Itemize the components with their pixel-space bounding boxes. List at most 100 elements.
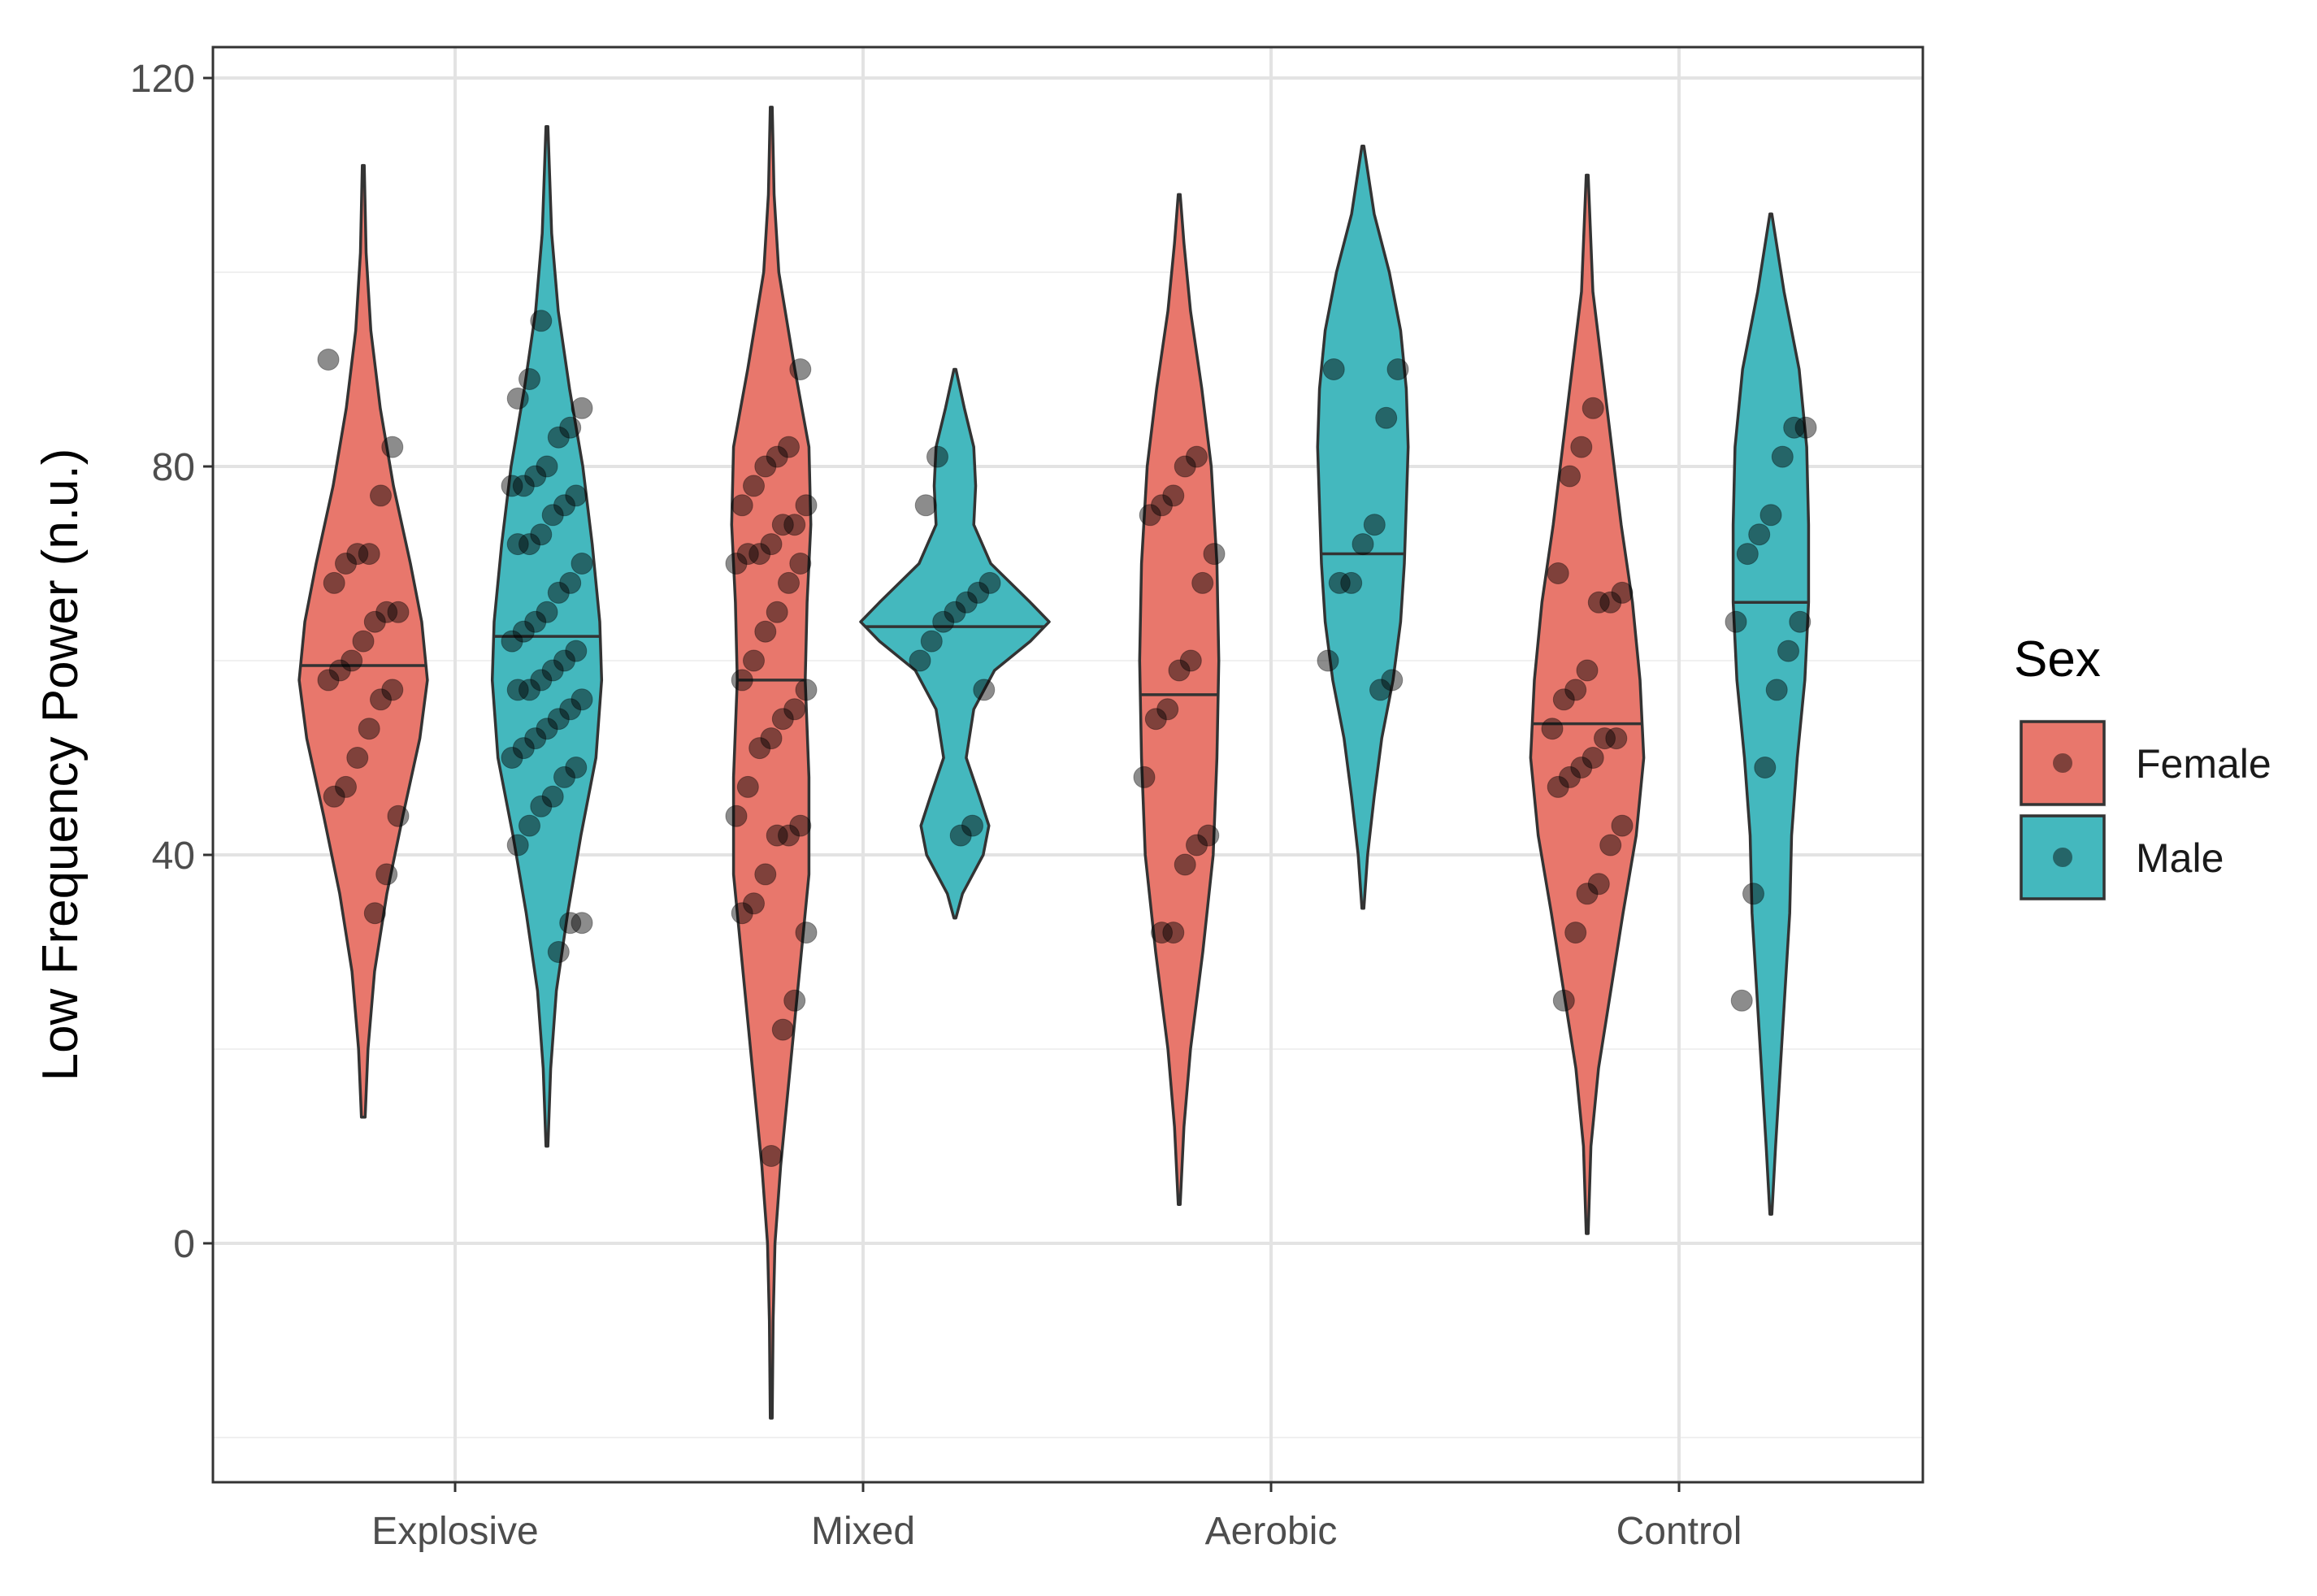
data-point-male xyxy=(1748,523,1771,546)
legend: Sex Female Male xyxy=(2014,631,2271,901)
violin-male-mixed xyxy=(859,367,1051,920)
data-point-female xyxy=(387,601,410,623)
data-point-female xyxy=(771,1018,794,1041)
data-point-male xyxy=(1322,358,1345,380)
panel-border xyxy=(211,46,1924,1484)
data-point-female xyxy=(1594,727,1616,750)
data-point-male xyxy=(506,679,529,701)
data-point-female xyxy=(1162,484,1185,507)
data-point-female xyxy=(1174,455,1196,478)
data-point-female xyxy=(335,553,357,575)
data-point-female xyxy=(1139,504,1161,527)
y-tick-label: 40 xyxy=(152,835,195,878)
legend-swatch-male xyxy=(2020,814,2106,900)
data-point-female xyxy=(352,630,375,653)
data-point-female xyxy=(1559,465,1581,488)
data-point-female xyxy=(381,436,404,458)
y-tick-label: 0 xyxy=(173,1223,195,1266)
data-point-female xyxy=(789,553,812,575)
data-point-male xyxy=(1794,416,1817,439)
data-point-female xyxy=(789,358,812,380)
data-point-female xyxy=(323,571,345,594)
data-point-male xyxy=(519,368,540,390)
data-point-female xyxy=(1186,834,1208,857)
data-point-male xyxy=(1363,514,1386,536)
data-point-male xyxy=(978,571,1001,594)
data-point-male xyxy=(961,814,983,837)
data-point-female xyxy=(370,688,392,711)
data-point-male xyxy=(506,387,529,410)
data-point-female xyxy=(731,902,753,925)
data-point-male xyxy=(565,757,588,778)
x-tick-label-aerobic: Aerobic xyxy=(1205,1510,1338,1553)
data-point-female xyxy=(771,514,794,536)
y-tick-label: 120 xyxy=(130,58,195,101)
data-point-female xyxy=(358,718,380,740)
data-point-female xyxy=(1552,688,1575,711)
data-point-female xyxy=(743,649,765,672)
data-point-male xyxy=(571,912,593,935)
data-point-female xyxy=(1151,494,1173,517)
data-point-female xyxy=(363,610,386,633)
axes-layer: 0 40 80 120 Explosive Mixed Aerobic Control xyxy=(130,58,1742,1553)
data-point-male xyxy=(501,747,523,769)
legend-swatch-female xyxy=(2020,720,2106,806)
data-point-female xyxy=(760,727,783,750)
data-point-female xyxy=(1179,649,1202,672)
data-point-female xyxy=(1576,659,1599,682)
legend-point-male xyxy=(2053,848,2072,867)
data-point-male xyxy=(1789,610,1812,633)
data-point-female xyxy=(725,805,748,827)
data-point-female xyxy=(748,543,771,566)
data-point-female xyxy=(358,543,380,566)
data-point-male xyxy=(536,601,558,623)
data-point-male xyxy=(1328,571,1351,594)
data-point-male xyxy=(524,727,547,750)
data-point-female xyxy=(1587,591,1610,614)
data-point-female xyxy=(370,484,392,507)
data-point-male xyxy=(1771,445,1794,468)
data-point-male xyxy=(524,610,547,633)
data-point-female xyxy=(778,571,800,594)
data-point-male xyxy=(530,795,553,818)
data-point-female xyxy=(1570,436,1593,458)
data-point-male xyxy=(1317,649,1339,672)
data-point-female xyxy=(760,533,783,556)
data-point-male xyxy=(1754,757,1777,778)
data-point-male xyxy=(1340,571,1363,594)
violin-female-aerobic xyxy=(1138,193,1221,1206)
data-point-male xyxy=(547,426,570,449)
data-point-female xyxy=(783,698,806,721)
data-point-male xyxy=(536,455,558,478)
data-point-male xyxy=(512,737,535,760)
data-point-female xyxy=(1151,922,1173,944)
data-point-female xyxy=(766,601,788,623)
data-point-female xyxy=(1587,873,1610,896)
data-point-male xyxy=(559,912,582,935)
data-point-female xyxy=(1186,445,1208,468)
data-point-male xyxy=(1730,989,1753,1012)
data-point-male xyxy=(949,824,972,847)
data-point-male xyxy=(967,581,990,604)
data-point-female xyxy=(743,892,765,915)
data-point-female xyxy=(1547,562,1569,584)
data-point-male xyxy=(519,814,540,837)
data-point-male xyxy=(530,669,553,692)
points-layer xyxy=(317,310,1817,1167)
data-point-female xyxy=(317,349,340,371)
data-point-female xyxy=(346,543,369,566)
data-point-female xyxy=(381,679,404,701)
x-tick-label-mixed: Mixed xyxy=(811,1510,915,1553)
data-point-male xyxy=(541,659,564,682)
data-point-female xyxy=(363,902,386,925)
data-point-male xyxy=(920,630,943,653)
data-point-male xyxy=(501,475,523,497)
data-point-female xyxy=(766,824,788,847)
violin-female-mixed xyxy=(730,106,813,1420)
legend-point-female xyxy=(2053,753,2072,773)
legend-label-male: Male xyxy=(2136,835,2224,881)
data-point-female xyxy=(1197,824,1220,847)
x-tick-label-control: Control xyxy=(1616,1510,1742,1553)
data-point-male xyxy=(1369,679,1391,701)
